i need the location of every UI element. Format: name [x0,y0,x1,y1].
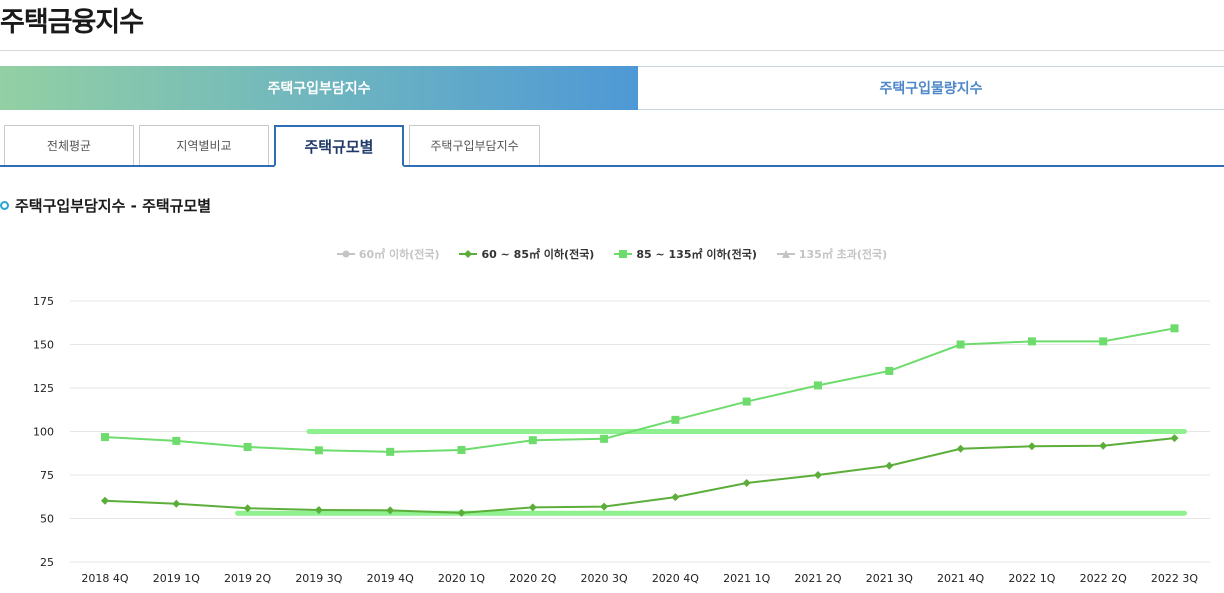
legend-label: 85 ~ 135㎡ 이하(전국) [636,248,757,261]
data-point-square [885,366,894,375]
x-tick-label: 2019 2Q [224,572,271,585]
sub-tab-bar: 전체평균 지역별비교 주택규모별 주택구입부담지수 [0,125,1224,167]
y-tick-label: 150 [33,339,54,352]
legend-item-over-135[interactable]: 135㎡ 초과(전국) [776,246,888,262]
data-point-diamond [314,505,323,514]
data-point-diamond [600,502,609,511]
data-point-square [1099,337,1108,346]
data-point-square [314,446,323,455]
data-point-square [742,397,751,406]
x-tick-label: 2021 4Q [937,572,984,585]
data-point-diamond [1099,441,1108,450]
data-point-square [243,442,252,451]
sub-tab-regional-comparison[interactable]: 지역별비교 [139,125,269,165]
data-point-diamond [457,508,466,517]
x-tick-label: 2021 3Q [866,572,913,585]
series-line [104,437,1175,514]
data-point-square [1027,337,1036,346]
x-tick-label: 2021 2Q [794,572,841,585]
data-point-square [956,340,965,349]
x-tick-label: 2019 3Q [295,572,342,585]
page-title: 주택금융지수 [0,7,144,38]
data-point-diamond [742,479,751,488]
chart-legend: 60㎡ 이하(전국) 60 ~ 85㎡ 이하(전국) 85 ~ 135㎡ 이하(… [0,246,1224,262]
data-point-diamond [1170,434,1179,443]
y-tick-label: 50 [40,513,54,526]
y-tick-label: 175 [33,295,54,308]
data-point-diamond [528,503,537,512]
data-point-square [101,433,109,442]
data-point-square [528,436,537,445]
legend-circle-icon [336,250,355,258]
data-point-diamond [386,506,395,515]
data-point-square [671,415,680,424]
x-tick-label: 2018 4Q [81,572,128,585]
legend-item-under-60[interactable]: 60㎡ 이하(전국) [336,246,440,262]
legend-item-60-85[interactable]: 60 ~ 85㎡ 이하(전국) [459,246,594,262]
x-tick-label: 2020 1Q [438,572,485,585]
data-point-diamond [172,499,181,508]
title-divider [0,50,1224,51]
x-tick-label: 2019 1Q [153,572,200,585]
data-point-square [457,445,466,454]
main-tab-bar: 주택구입부담지수 주택구입물량지수 [0,66,1224,110]
data-point-square [814,381,822,390]
series-line [104,327,1175,453]
x-tick-label: 2021 1Q [723,572,770,585]
main-tab-housing-purchase-burden-index[interactable]: 주택구입부담지수 [0,66,638,110]
sub-tab-baseline [0,165,1224,167]
legend-square-icon [614,250,633,258]
sub-tab-purchase-burden-index[interactable]: 주택구입부담지수 [409,125,540,165]
data-point-diamond [101,496,109,505]
y-tick-label: 125 [33,382,54,395]
x-tick-label: 2022 2Q [1080,572,1127,585]
sub-tab-overall-average[interactable]: 전체평균 [4,125,134,165]
data-point-square [600,434,609,443]
y-tick-label: 25 [40,556,54,569]
legend-item-85-135[interactable]: 85 ~ 135㎡ 이하(전국) [614,246,757,262]
data-point-square [172,436,181,445]
x-tick-label: 2022 3Q [1151,572,1198,585]
data-point-diamond [243,504,252,513]
y-tick-label: 75 [40,469,54,482]
data-point-diamond [956,444,965,453]
circle-bullet-icon [0,201,9,210]
legend-diamond-icon [459,250,478,258]
data-point-diamond [885,461,894,470]
main-tab-housing-purchase-volume-index[interactable]: 주택구입물량지수 [638,66,1224,110]
line-chart: 25 50 75 100 125 150 175 2018 4Q 2019 1Q 2019 2Q 2… [33,295,1210,585]
legend-triangle-icon [776,250,795,258]
legend-label: 60 ~ 85㎡ 이하(전국) [481,248,595,261]
data-point-square [386,447,395,456]
x-tick-label: 2022 1Q [1008,572,1055,585]
x-tick-label: 2019 4Q [367,572,414,585]
data-point-diamond [814,471,822,479]
data-point-diamond [671,493,680,502]
section-title: 주택구입부담지수 - 주택규모별 [15,197,212,215]
x-tick-label: 2020 4Q [652,572,699,585]
data-point-diamond [1027,442,1036,451]
x-tick-label: 2020 3Q [581,572,628,585]
sub-tab-by-housing-size[interactable]: 주택규모별 [274,125,404,167]
data-point-square [1170,324,1179,333]
x-tick-label: 2020 2Q [509,572,556,585]
section-title-wrap: 주택구입부담지수 - 주택규모별 [0,195,211,216]
y-tick-label: 100 [33,426,54,439]
legend-label: 135㎡ 초과(전국) [798,248,888,261]
legend-label: 60㎡ 이하(전국) [358,248,440,261]
